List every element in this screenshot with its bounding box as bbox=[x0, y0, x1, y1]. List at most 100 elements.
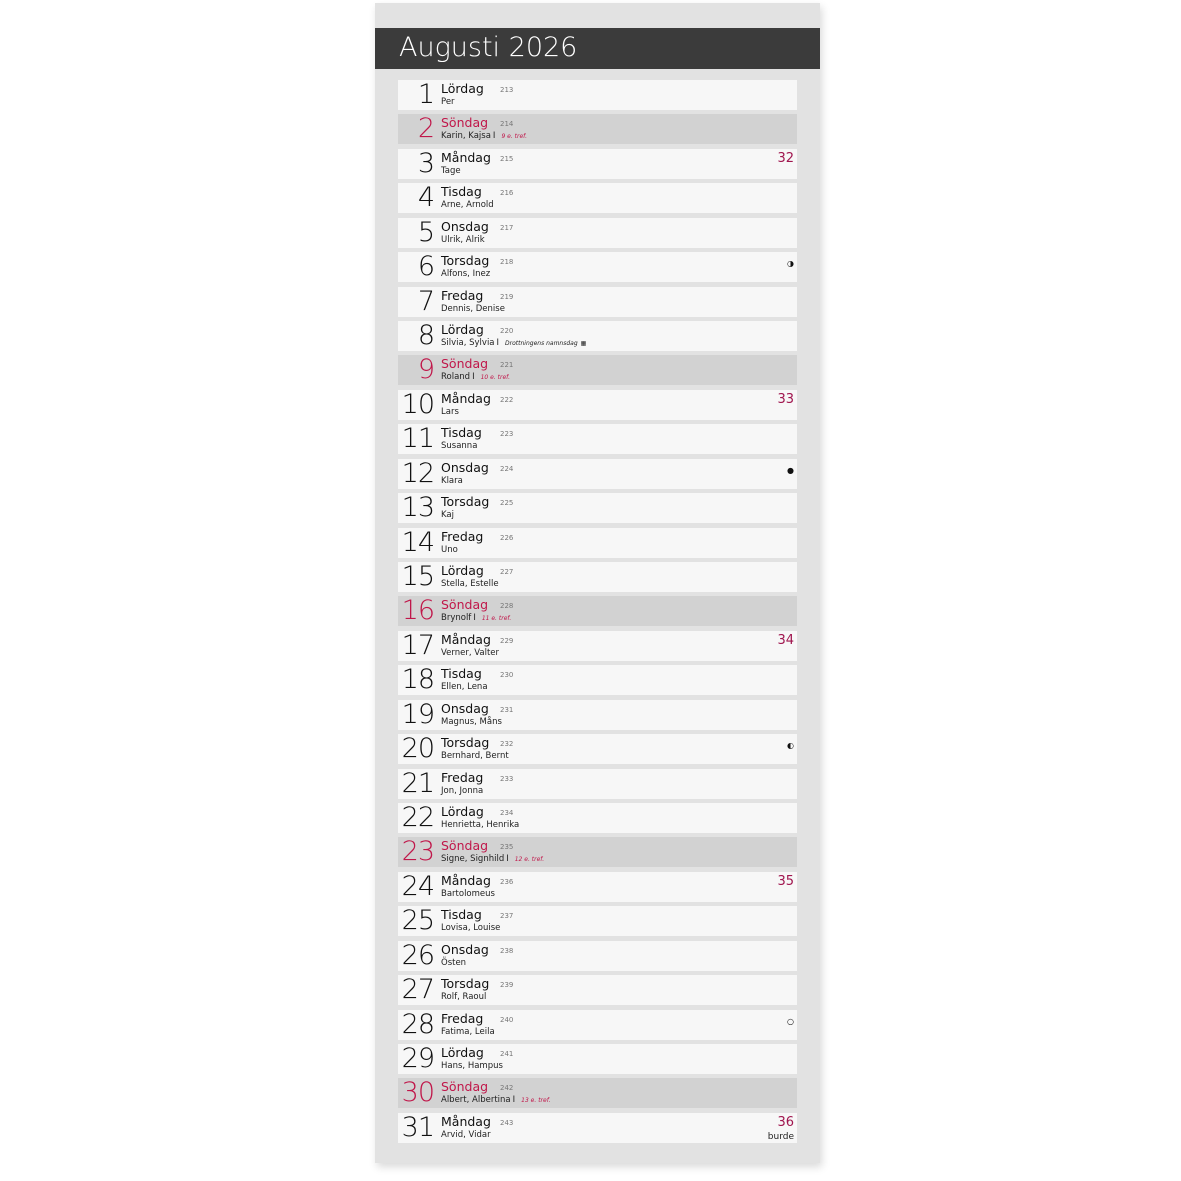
day-number: 15 bbox=[401, 561, 435, 593]
names: Rolf, Raoul bbox=[441, 992, 487, 1003]
day-of-year: 239 bbox=[500, 981, 514, 990]
day-number: 6 bbox=[417, 251, 435, 283]
name-day: Östen bbox=[441, 958, 466, 968]
day-of-year: 226 bbox=[500, 533, 514, 542]
names: Jon, Jonna bbox=[441, 785, 484, 796]
name-day: Tage bbox=[441, 166, 461, 176]
day-of-year: 243 bbox=[500, 1118, 514, 1127]
name-day: Ellen, Lena bbox=[441, 682, 488, 692]
name-day: Magnus, Måns bbox=[441, 717, 502, 727]
names: Alfons, Inez bbox=[441, 269, 491, 280]
day-row: 19 Onsdag 231 Magnus, Måns bbox=[398, 698, 797, 730]
weekday: Söndag bbox=[441, 115, 489, 131]
name-day: Lovisa, Louise bbox=[441, 923, 500, 933]
name-day: Kaj bbox=[441, 510, 454, 520]
day-of-year: 232 bbox=[500, 740, 514, 749]
names: Stella, Estelle bbox=[441, 579, 499, 590]
day-number: 21 bbox=[401, 767, 435, 799]
month-title: Augusti 2026 bbox=[399, 32, 578, 63]
day-of-year: 225 bbox=[500, 499, 514, 508]
day-number: 13 bbox=[401, 492, 435, 524]
day-row: 2 Söndag 214 Karin, Kajsa I 9 e. tref. bbox=[398, 113, 797, 145]
day-of-year: 234 bbox=[500, 809, 514, 818]
day-of-year: 241 bbox=[500, 1050, 514, 1059]
weekday: Onsdag bbox=[441, 941, 489, 957]
weekday: Torsdag bbox=[441, 976, 490, 992]
note: 13 e. tref. bbox=[521, 1097, 551, 1105]
weekday: Torsdag bbox=[441, 735, 490, 751]
day-of-year: 215 bbox=[500, 154, 514, 163]
day-row: 14 Fredag 226 Uno bbox=[398, 527, 797, 558]
day-row: 5 Onsdag 217 Ulrik, Alrik bbox=[398, 217, 797, 248]
first-quarter-moon-icon: ◑ bbox=[787, 259, 794, 269]
names: Lars bbox=[441, 406, 459, 417]
day-row: 12 Onsdag 224 Klara ● bbox=[398, 457, 797, 489]
names: Ulrik, Alrik bbox=[441, 234, 485, 245]
day-number: 2 bbox=[417, 113, 435, 145]
day-of-year: 219 bbox=[500, 292, 514, 301]
name-day: Silvia, Sylvia I Drottningens namnsdag ▦ bbox=[441, 338, 586, 348]
day-row: 13 Torsdag 225 Kaj bbox=[398, 492, 797, 524]
weekday: Onsdag bbox=[441, 700, 489, 716]
weekday: Torsdag bbox=[441, 494, 490, 510]
swedish-flag-icon: ▦ bbox=[580, 340, 587, 347]
note: 10 e. tref. bbox=[480, 374, 511, 382]
name-day: Arne, Arnold bbox=[441, 200, 494, 210]
day-row: 9 Söndag 221 Roland I 10 e. tref. bbox=[398, 355, 797, 386]
separator: I bbox=[496, 338, 500, 348]
names: Hans, Hampus bbox=[441, 1061, 503, 1072]
day-number: 12 bbox=[401, 457, 435, 489]
month-header: Augusti 2026 bbox=[375, 28, 820, 69]
new-moon-icon: ● bbox=[787, 465, 794, 475]
day-number: 19 bbox=[401, 698, 435, 730]
day-row: 28 Fredag 240 Fatima, Leila ○ bbox=[398, 1009, 797, 1040]
name-day: Signe, Signhild I 12 e. tref. bbox=[441, 854, 544, 864]
separator: I bbox=[472, 372, 475, 383]
day-row: 25 Tisdag 237 Lovisa, Louise bbox=[398, 906, 797, 937]
weekday: Tisdag bbox=[441, 425, 482, 441]
day-row: 22 Lördag 234 Henrietta, Henrika bbox=[398, 802, 797, 834]
names: Fatima, Leila bbox=[441, 1026, 495, 1037]
name-day: Per bbox=[441, 97, 455, 107]
names: Albert, Albertina bbox=[441, 1095, 511, 1106]
day-of-year: 220 bbox=[500, 327, 514, 335]
day-of-year: 227 bbox=[500, 568, 514, 577]
day-of-year: 217 bbox=[500, 223, 514, 232]
day-number: 23 bbox=[401, 836, 435, 868]
name-day: Bernhard, Bernt bbox=[441, 751, 509, 761]
weekday: Fredag bbox=[441, 528, 484, 544]
name-day: Bartolomeus bbox=[441, 889, 495, 899]
day-number: 22 bbox=[401, 802, 435, 834]
weekday: Fredag bbox=[441, 1010, 484, 1026]
day-of-year: 229 bbox=[500, 636, 514, 645]
names: Verner, Valter bbox=[441, 647, 500, 658]
day-row: 10 Måndag 222 Lars 33 bbox=[398, 389, 797, 420]
day-of-year: 213 bbox=[500, 86, 514, 94]
day-row: 21 Fredag 233 Jon, Jonna bbox=[398, 767, 797, 799]
separator: I bbox=[506, 854, 509, 865]
name-day: Karin, Kajsa I 9 e. tref. bbox=[441, 131, 527, 141]
name-day: Stella, Estelle bbox=[441, 579, 499, 589]
weekday: Lördag bbox=[441, 563, 484, 579]
names: Ellen, Lena bbox=[441, 682, 488, 693]
day-row: 8 Lördag 220 Silvia, Sylvia I Drottningens… bbox=[398, 321, 797, 351]
name-day: Verner, Valter bbox=[441, 648, 499, 658]
weekday: Måndag bbox=[441, 390, 491, 406]
separator: I bbox=[492, 131, 496, 142]
day-row: 20 Torsdag 232 Bernhard, Bernt ◐ bbox=[398, 734, 797, 765]
day-row: 6 Torsdag 218 Alfons, Inez ◑ bbox=[398, 251, 797, 283]
name-day: Klara bbox=[441, 476, 463, 486]
day-number: 29 bbox=[401, 1043, 435, 1075]
note: 9 e. tref. bbox=[501, 133, 528, 141]
name-day: Hans, Hampus bbox=[441, 1061, 503, 1071]
names: Dennis, Denise bbox=[441, 303, 505, 314]
day-of-year: 236 bbox=[500, 877, 514, 886]
names: Roland bbox=[441, 372, 471, 383]
day-number: 26 bbox=[401, 939, 435, 971]
day-of-year: 242 bbox=[500, 1084, 514, 1093]
separator: I bbox=[473, 613, 476, 624]
day-of-year: 228 bbox=[500, 602, 514, 611]
note: 12 e. tref. bbox=[514, 856, 545, 864]
day-row: 30 Söndag 242 Albert, Albertina I 13 e. tr… bbox=[398, 1078, 797, 1109]
day-number: 17 bbox=[401, 629, 435, 661]
